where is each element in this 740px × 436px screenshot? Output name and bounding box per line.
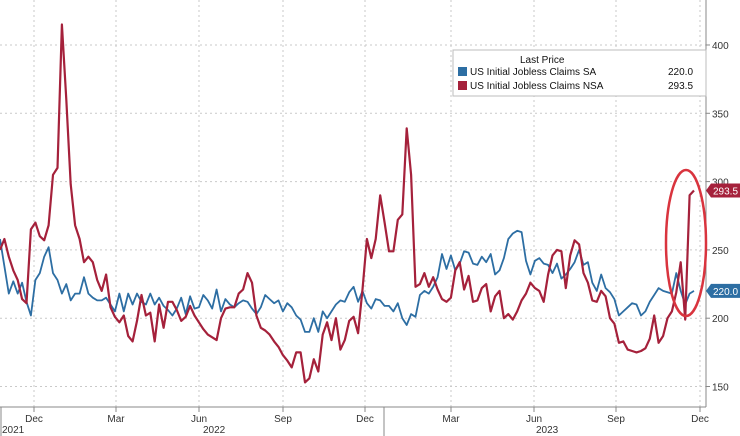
y-tick-label: 150: [712, 383, 729, 394]
x-tick-label: Mar: [107, 414, 125, 425]
last-price-badge-sa: 220.0: [706, 283, 740, 298]
x-tick-label: Sep: [607, 414, 625, 425]
y-tick-label: 250: [712, 246, 729, 257]
x-tick-label: Dec: [25, 414, 43, 425]
series-lines: [0, 23, 695, 384]
x-tick-label: Dec: [691, 414, 709, 425]
legend-label-sa: US Initial Jobless Claims SA: [470, 67, 596, 78]
y-tick-label: 350: [712, 109, 729, 120]
last-price-badge-nsa: 293.5: [706, 183, 740, 198]
year-label: 2023: [536, 425, 559, 436]
badge-shape: [706, 283, 740, 298]
y-tick-label: 400: [712, 41, 729, 52]
legend-swatch-sa: [458, 67, 467, 76]
badge-value: 220.0: [713, 287, 738, 298]
year-label: 2022: [203, 425, 226, 436]
y-tick-label: 300: [712, 178, 729, 189]
legend-swatch-nsa: [458, 81, 467, 90]
annotations: [664, 168, 708, 318]
legend-value-nsa: 293.5: [668, 81, 693, 92]
year-label: 2021: [2, 425, 25, 436]
x-tick-label: Jun: [191, 414, 207, 425]
legend-header: Last Price: [520, 55, 565, 66]
legend: Last Price US Initial Jobless Claims SA …: [452, 49, 707, 97]
x-tick-label: Mar: [442, 414, 460, 425]
series-line-nsa: [0, 23, 695, 384]
badge-shape: [706, 183, 740, 198]
x-tick-label: Sep: [274, 414, 292, 425]
x-tick-label: Dec: [356, 414, 374, 425]
highlight-ellipse: [664, 168, 708, 318]
legend-box: [452, 49, 707, 97]
y-tick-label: 200: [712, 314, 729, 325]
x-tick-label: Jun: [526, 414, 542, 425]
legend-label-nsa: US Initial Jobless Claims NSA: [470, 81, 604, 92]
badge-value: 293.5: [713, 186, 738, 197]
legend-value-sa: 220.0: [668, 67, 693, 78]
series-line-sa: [0, 229, 695, 333]
